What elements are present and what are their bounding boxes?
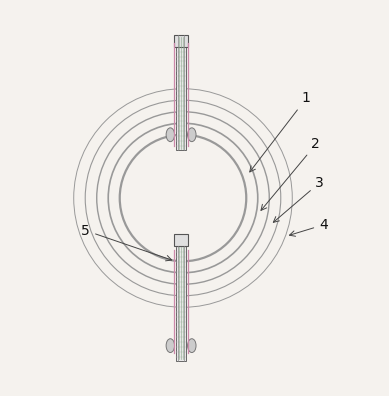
- Bar: [176, 246, 186, 361]
- Text: 2: 2: [261, 137, 320, 210]
- Text: 3: 3: [273, 176, 324, 222]
- Text: 1: 1: [250, 91, 311, 172]
- Bar: [174, 234, 188, 246]
- Ellipse shape: [187, 339, 196, 352]
- Bar: [176, 35, 186, 150]
- Text: 4: 4: [289, 218, 328, 236]
- Ellipse shape: [187, 128, 196, 142]
- Ellipse shape: [166, 128, 175, 142]
- Ellipse shape: [166, 339, 175, 352]
- Text: 5: 5: [81, 224, 172, 261]
- Bar: [174, 35, 188, 47]
